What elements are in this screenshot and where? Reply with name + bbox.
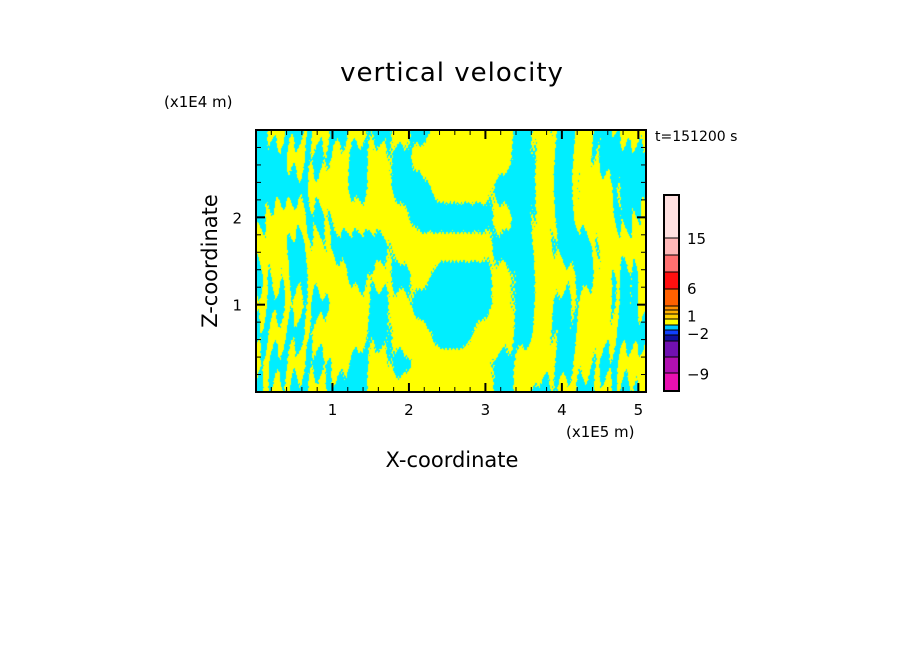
colorbar-band (663, 305, 680, 311)
time-label: t=151200 s (655, 129, 738, 145)
colorbar-band (663, 340, 680, 358)
x-tick-label: 1 (328, 401, 338, 419)
y-tick-label: 2 (232, 209, 242, 227)
colorbar-band (663, 372, 680, 392)
x-axis-label: X-coordinate (385, 448, 519, 472)
colorbar-band (663, 254, 680, 273)
colorbar-band (663, 324, 680, 331)
x-tick-label: 2 (404, 401, 414, 419)
plot-frame (255, 129, 647, 393)
colorbar-label: −2 (687, 325, 709, 343)
x-tick-label: 5 (634, 401, 644, 419)
colorbar-label: 15 (687, 230, 706, 248)
colorbar-band (663, 309, 680, 315)
chart-title: vertical velocity (340, 58, 564, 88)
colorbar-band (663, 271, 680, 290)
x-tick-label: 3 (481, 401, 491, 419)
colorbar-band (663, 313, 680, 320)
colorbar-band (663, 329, 680, 336)
velocity-field (256, 130, 646, 392)
colorbar-band (663, 318, 680, 326)
y-tick-label: 1 (232, 297, 242, 315)
x-tick-label: 4 (557, 401, 567, 419)
x-unit-label: (x1E5 m) (566, 423, 635, 441)
colorbar-label: −9 (687, 365, 709, 383)
colorbar-band (663, 356, 680, 374)
colorbar-label: 1 (687, 308, 697, 326)
colorbar-band (663, 334, 680, 342)
colorbar-band (663, 237, 680, 256)
colorbar-label: 6 (687, 280, 697, 298)
colorbar-frame (663, 194, 680, 392)
y-unit-label: (x1E4 m) (164, 93, 233, 111)
colorbar-band (663, 288, 680, 307)
colorbar-band (663, 194, 680, 239)
